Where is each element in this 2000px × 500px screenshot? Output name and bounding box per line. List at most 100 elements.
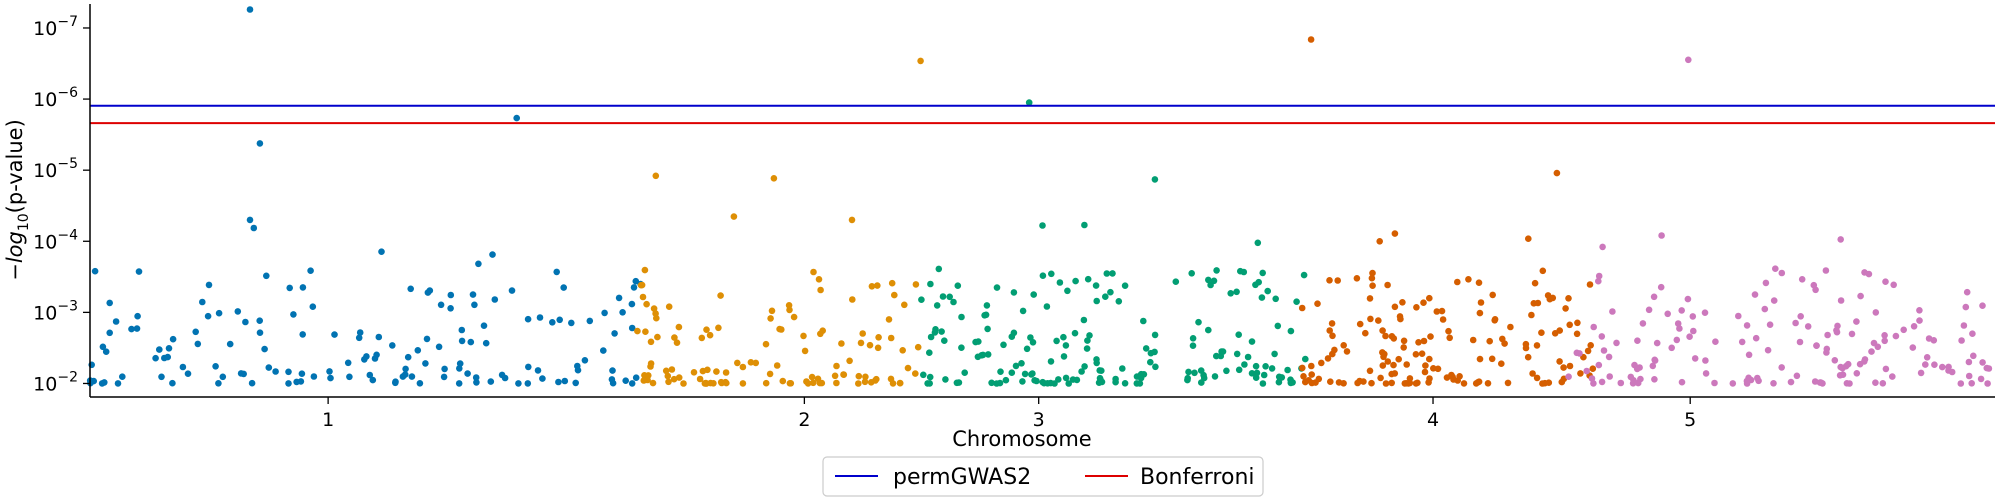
data-point — [1340, 380, 1347, 387]
data-point — [1533, 374, 1541, 382]
data-point — [1248, 338, 1256, 345]
data-point — [647, 338, 655, 346]
data-point — [1366, 367, 1374, 375]
data-point — [1843, 380, 1851, 387]
data-point — [586, 317, 594, 325]
data-point — [1605, 353, 1613, 361]
data-point — [1810, 281, 1818, 289]
data-point — [1853, 370, 1861, 377]
data-point — [422, 360, 429, 367]
data-point — [1939, 363, 1946, 371]
legend-label-bonferroni: Bonferroni — [1140, 465, 1255, 490]
data-point — [1525, 235, 1532, 242]
data-point — [1376, 238, 1383, 245]
data-point — [801, 347, 809, 355]
data-point — [169, 335, 177, 343]
data-point — [1484, 380, 1492, 387]
data-point — [1184, 374, 1191, 382]
x-tick-label: 4 — [1427, 409, 1439, 431]
data-point — [1008, 369, 1016, 377]
data-point — [310, 373, 318, 380]
data-point — [779, 377, 787, 385]
data-point — [1377, 374, 1384, 382]
data-point — [524, 380, 532, 387]
data-point — [1566, 362, 1574, 370]
data-point — [1979, 302, 1986, 310]
data-point — [988, 379, 995, 387]
data-point — [1151, 348, 1158, 356]
data-point — [715, 324, 722, 332]
data-point — [256, 140, 264, 147]
data-point — [1065, 380, 1072, 387]
data-point — [810, 268, 817, 276]
data-point — [997, 368, 1004, 376]
data-point — [1486, 337, 1493, 345]
data-point — [665, 378, 672, 386]
data-point — [1792, 319, 1799, 327]
data-point — [424, 289, 432, 296]
data-point — [1872, 379, 1879, 387]
data-point — [1857, 292, 1864, 300]
data-point — [1691, 355, 1699, 362]
data-point — [1445, 327, 1452, 335]
data-point — [664, 372, 672, 380]
data-point — [482, 339, 490, 347]
data-point — [762, 379, 770, 387]
data-point — [1874, 343, 1882, 351]
data-point — [1044, 380, 1051, 387]
data-point — [1761, 305, 1769, 313]
data-point — [581, 357, 589, 364]
data-point — [1917, 369, 1925, 377]
data-point — [407, 285, 415, 293]
data-point — [1367, 315, 1374, 323]
data-point — [199, 298, 206, 306]
data-point — [1078, 368, 1085, 375]
data-point — [912, 370, 919, 377]
data-point — [363, 353, 370, 360]
data-point — [861, 378, 869, 386]
data-point — [941, 337, 948, 345]
data-point — [639, 293, 647, 301]
data-point — [1560, 364, 1567, 371]
data-point — [734, 359, 741, 367]
data-point — [1268, 365, 1276, 372]
data-point — [299, 331, 307, 338]
data-point — [1960, 322, 1968, 329]
data-point — [958, 313, 965, 321]
data-point — [1420, 337, 1428, 345]
data-point — [194, 340, 202, 348]
data-point — [1583, 367, 1590, 375]
data-point — [1566, 321, 1573, 329]
data-point — [561, 377, 569, 385]
data-point — [600, 347, 607, 354]
data-point — [601, 309, 608, 317]
data-point — [927, 333, 935, 341]
data-point — [326, 368, 333, 375]
data-point — [1406, 375, 1414, 382]
data-point — [1824, 331, 1831, 339]
x-tick-label: 3 — [1033, 409, 1045, 431]
data-point — [346, 373, 353, 381]
data-point — [456, 360, 464, 367]
data-point — [469, 291, 477, 298]
data-point — [1916, 317, 1923, 324]
data-point — [1434, 365, 1442, 373]
data-point — [696, 375, 704, 383]
data-point — [1327, 378, 1334, 386]
data-point — [1298, 304, 1306, 312]
data-point — [1083, 345, 1091, 352]
data-point — [1233, 288, 1240, 296]
data-point — [1151, 176, 1159, 183]
data-point — [1539, 380, 1546, 387]
data-point — [1690, 327, 1697, 335]
data-point — [226, 340, 234, 348]
data-point — [1629, 380, 1637, 387]
data-point — [833, 362, 840, 370]
data-point — [838, 340, 845, 347]
data-point — [1882, 365, 1890, 373]
data-point — [1360, 378, 1367, 385]
data-point — [1400, 344, 1407, 351]
data-point — [553, 268, 560, 276]
data-point — [1476, 309, 1484, 317]
legend-box — [822, 456, 1264, 497]
